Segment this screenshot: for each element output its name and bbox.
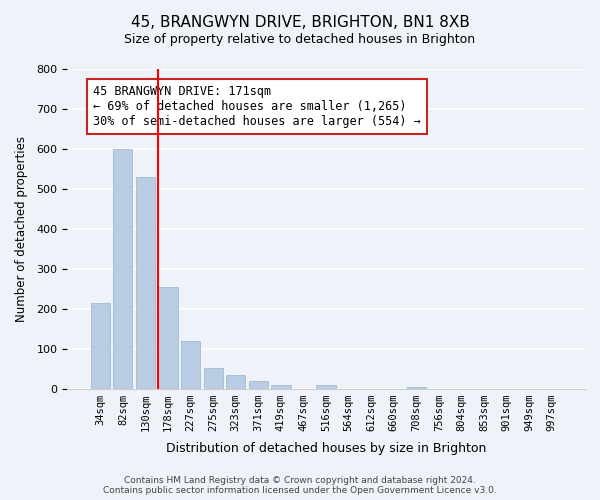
Text: 45, BRANGWYN DRIVE, BRIGHTON, BN1 8XB: 45, BRANGWYN DRIVE, BRIGHTON, BN1 8XB [131, 15, 469, 30]
Bar [226, 374, 245, 388]
Bar [158, 286, 178, 388]
Bar [113, 149, 133, 388]
Bar [181, 342, 200, 388]
Bar [249, 380, 268, 388]
Bar [203, 368, 223, 388]
Bar [271, 384, 290, 388]
Bar [407, 386, 426, 388]
Text: 45 BRANGWYN DRIVE: 171sqm
← 69% of detached houses are smaller (1,265)
30% of se: 45 BRANGWYN DRIVE: 171sqm ← 69% of detac… [93, 85, 421, 128]
Text: Contains HM Land Registry data © Crown copyright and database right 2024.
Contai: Contains HM Land Registry data © Crown c… [103, 476, 497, 495]
Bar [136, 177, 155, 388]
Y-axis label: Number of detached properties: Number of detached properties [15, 136, 28, 322]
Bar [91, 302, 110, 388]
X-axis label: Distribution of detached houses by size in Brighton: Distribution of detached houses by size … [166, 442, 486, 455]
Bar [316, 386, 335, 388]
Text: Size of property relative to detached houses in Brighton: Size of property relative to detached ho… [124, 32, 476, 46]
